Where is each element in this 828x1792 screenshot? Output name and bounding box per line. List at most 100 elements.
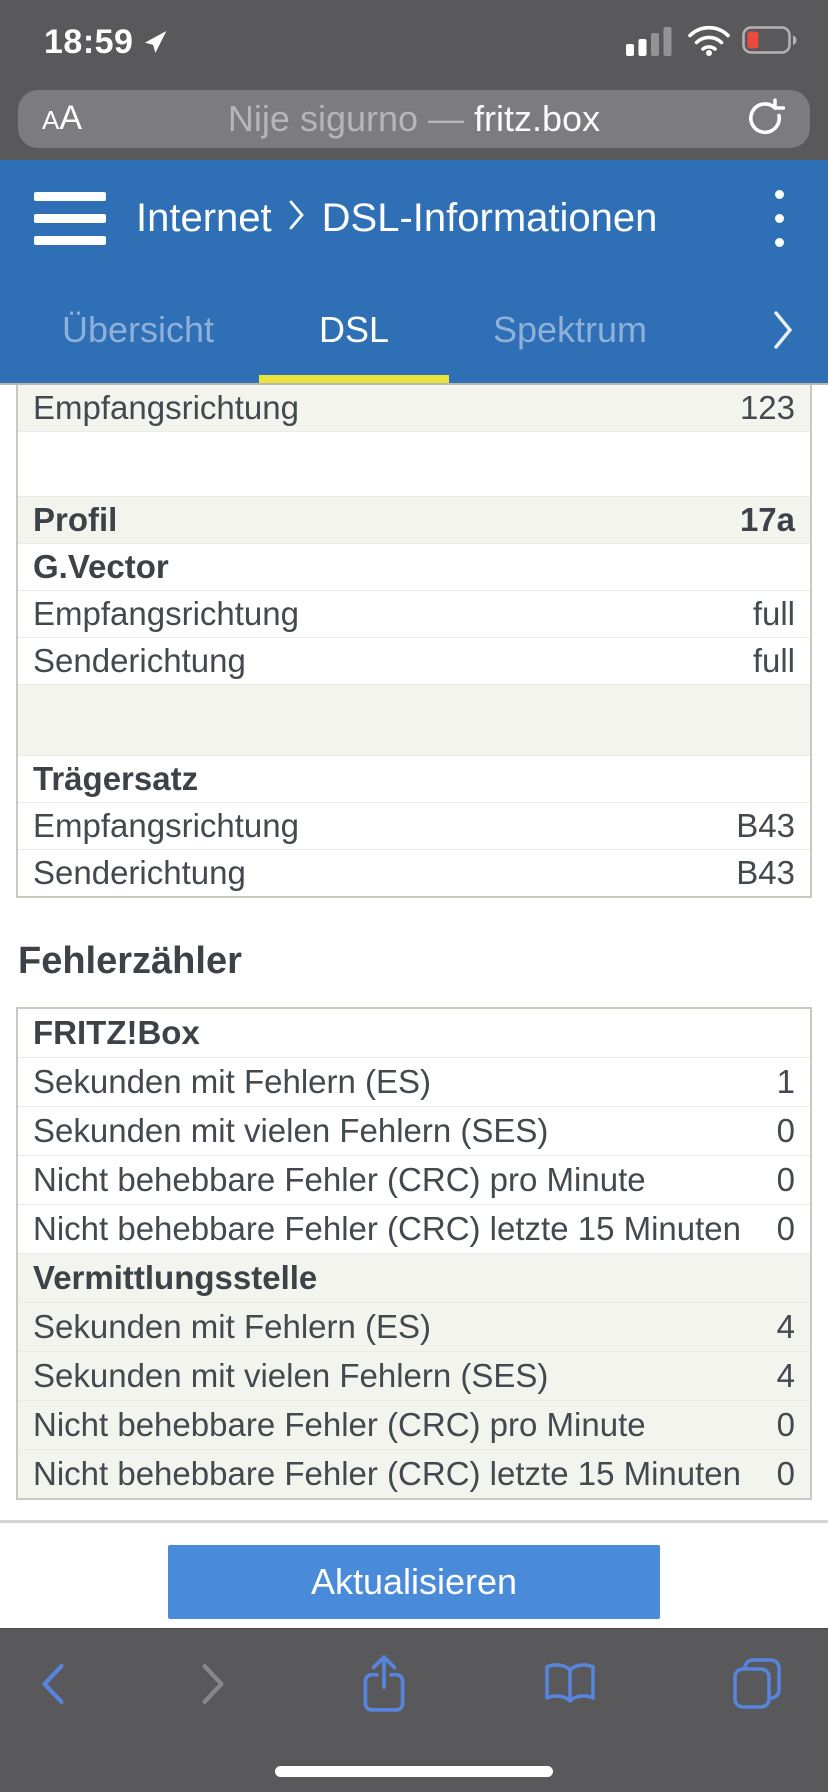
row-label: FRITZ!Box — [33, 1014, 200, 1051]
url-text: Nije sigurno — fritz.box — [18, 98, 810, 140]
forward-chevron-icon — [200, 1663, 226, 1708]
reload-button[interactable] — [744, 97, 786, 142]
url-security-label: Nije sigurno — — [227, 98, 465, 139]
row-value: 0 — [776, 1406, 795, 1443]
table-row: Vermittlungsstelle — [18, 1254, 810, 1303]
home-indicator[interactable] — [275, 1766, 553, 1777]
breadcrumb-page: DSL-Informationen — [321, 196, 658, 240]
table-row: Sekunden mit vielen Fehlern (SES) 4 — [18, 1352, 810, 1401]
app-nav-row: Internet DSL-Informationen — [0, 160, 828, 277]
row-value: 1 — [776, 1063, 795, 1100]
row-label: Sekunden mit Fehlern (ES) — [33, 1308, 432, 1345]
battery-icon — [742, 25, 798, 59]
bookmarks-button[interactable] — [542, 1660, 598, 1711]
button-bar: Aktualisieren — [0, 1520, 828, 1628]
row-value: 123 — [739, 389, 795, 426]
safari-top-chrome: 18:59 — [0, 0, 828, 160]
back-chevron-icon — [40, 1663, 66, 1708]
table-row: Senderichtung full — [18, 638, 810, 685]
row-label: Profil — [33, 501, 118, 538]
tab-spektrum[interactable]: Spektrum — [462, 277, 678, 383]
open-book-icon — [542, 1660, 598, 1711]
table-row: Senderichtung B43 — [18, 850, 810, 896]
row-label: Nicht behebbare Fehler (CRC) pro Minute — [33, 1406, 646, 1443]
table-row: Sekunden mit Fehlern (ES) 4 — [18, 1303, 810, 1352]
table-row: Empfangsrichtung full — [18, 591, 810, 638]
overflow-menu-button[interactable] — [765, 186, 794, 251]
tab-uebersicht[interactable]: Übersicht — [30, 277, 246, 383]
cellular-signal-icon — [626, 24, 676, 61]
row-label: Sekunden mit Fehlern (ES) — [33, 1063, 432, 1100]
row-label: Senderichtung — [33, 854, 246, 891]
tabs-overview-icon — [732, 1656, 782, 1715]
app-header: Internet DSL-Informationen Übersicht DSL… — [0, 160, 828, 383]
section-heading-fehlerzaehler: Fehlerzähler — [18, 940, 242, 982]
table-row: Trägersatz — [18, 756, 810, 803]
row-value: full — [752, 642, 795, 679]
breadcrumb-section: Internet — [136, 196, 272, 240]
breadcrumb: Internet DSL-Informationen — [136, 196, 657, 241]
table-row: Nicht behebbare Fehler (CRC) letzte 15 M… — [18, 1450, 810, 1498]
breadcrumb-chevron-icon — [288, 196, 306, 241]
clock-label: 18:59 — [44, 22, 134, 61]
error-counter-table: FRITZ!Box Sekunden mit Fehlern (ES) 1 Sekun… — [16, 1007, 812, 1500]
table-row: G.Vector — [18, 544, 810, 591]
table-row: Nicht behebbare Fehler (CRC) letzte 15 M… — [18, 1205, 810, 1254]
table-spacer-row — [18, 685, 810, 756]
row-value: 0 — [776, 1210, 795, 1247]
row-label: G.Vector — [33, 548, 169, 585]
refresh-button[interactable]: Aktualisieren — [168, 1545, 660, 1619]
row-label: Sekunden mit vielen Fehlern (SES) — [33, 1112, 549, 1149]
reader-mode-button[interactable]: AA — [42, 89, 82, 149]
row-label: Trägersatz — [33, 760, 199, 797]
table-row: Sekunden mit Fehlern (ES) 1 — [18, 1058, 810, 1107]
hamburger-icon — [34, 192, 106, 201]
tabs-overflow-chevron[interactable] — [764, 277, 802, 383]
safari-toolbar — [0, 1628, 828, 1792]
table-row: Profil 17a — [18, 497, 810, 544]
row-value: 17a — [739, 501, 795, 538]
row-label: Nicht behebbare Fehler (CRC) letzte 15 M… — [33, 1455, 742, 1492]
table-row: Sekunden mit vielen Fehlern (SES) 0 — [18, 1107, 810, 1156]
row-label: Sekunden mit vielen Fehlern (SES) — [33, 1357, 549, 1394]
row-label: Vermittlungsstelle — [33, 1259, 318, 1296]
back-button[interactable] — [40, 1663, 66, 1708]
row-label: Nicht behebbare Fehler (CRC) letzte 15 M… — [33, 1210, 742, 1247]
status-bar: 18:59 — [0, 0, 828, 66]
share-icon — [360, 1653, 408, 1718]
kebab-icon — [775, 190, 784, 199]
row-label: Nicht behebbare Fehler (CRC) pro Minute — [33, 1161, 646, 1198]
tab-dsl[interactable]: DSL — [246, 277, 462, 383]
url-bar[interactable]: AA Nije sigurno — fritz.box — [18, 90, 810, 148]
row-value: B43 — [736, 854, 795, 891]
tab-bar: Übersicht DSL Spektrum — [0, 277, 828, 383]
table-row: Empfangsrichtung B43 — [18, 803, 810, 850]
row-value: 4 — [776, 1357, 795, 1394]
dsl-info-table: Empfangsrichtung 123 Profil 17a G.Vector Empf… — [16, 385, 812, 898]
table-row: FRITZ!Box — [18, 1009, 810, 1058]
row-value: 4 — [776, 1308, 795, 1345]
row-label: Empfangsrichtung — [33, 389, 299, 426]
table-row: Empfangsrichtung 123 — [18, 385, 810, 432]
reload-icon — [744, 97, 786, 142]
url-host-label: fritz.box — [474, 98, 601, 139]
row-label: Empfangsrichtung — [33, 595, 299, 632]
table-row: Nicht behebbare Fehler (CRC) pro Minute 0 — [18, 1401, 810, 1450]
share-button[interactable] — [360, 1653, 408, 1718]
row-value: 0 — [776, 1112, 795, 1149]
row-label: Empfangsrichtung — [33, 807, 299, 844]
row-value: 0 — [776, 1455, 795, 1492]
forward-button[interactable] — [200, 1663, 226, 1708]
table-spacer-row — [18, 432, 810, 497]
menu-button[interactable] — [34, 192, 106, 245]
row-label: Senderichtung — [33, 642, 246, 679]
tabs-button[interactable] — [732, 1656, 782, 1715]
row-value: full — [752, 595, 795, 632]
table-row: Nicht behebbare Fehler (CRC) pro Minute 0 — [18, 1156, 810, 1205]
toolbar-buttons — [0, 1629, 828, 1741]
row-value: 0 — [776, 1161, 795, 1198]
status-icons — [626, 24, 798, 61]
location-arrow-icon — [143, 29, 169, 55]
wifi-icon — [688, 24, 730, 61]
